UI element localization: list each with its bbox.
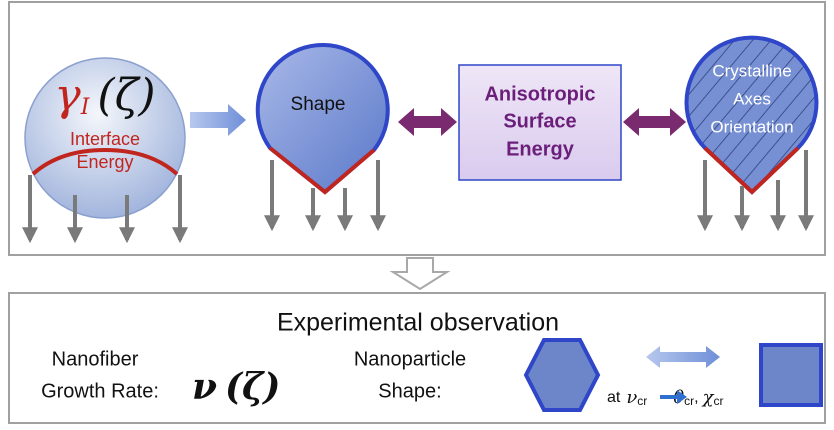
nu-symbol: ν(ζ): [192, 366, 280, 408]
label: Growth Rate:: [41, 380, 159, 402]
label: Energy: [76, 152, 133, 172]
label: Nanofiber: [52, 348, 139, 370]
label: Surface: [503, 110, 576, 132]
argument: (ζ): [225, 366, 280, 408]
label: Energy: [506, 138, 575, 160]
subscript: cr: [637, 394, 647, 408]
hexagon: [526, 340, 598, 410]
label: Shape:: [378, 380, 441, 402]
gamma-symbol: γI(ζ): [54, 70, 155, 121]
symbol: γ: [54, 70, 81, 121]
label: Crystalline: [712, 61, 791, 80]
square: [761, 345, 821, 405]
symbol: ν: [192, 366, 217, 408]
label: Axes: [733, 89, 771, 108]
crystalline-node: Crystalline Axes Orientation: [687, 38, 817, 228]
label: Anisotropic: [484, 83, 595, 105]
shape: [258, 45, 388, 192]
double-arrow: [398, 108, 457, 136]
interface-energy-node: γI(ζ) Interface Energy: [25, 58, 185, 240]
diagram: γI(ζ) Interface Energy Shape Anisotropic…: [0, 0, 834, 430]
shape-node: Shape: [258, 45, 388, 228]
double-arrow: [623, 108, 686, 136]
argument: (ζ): [97, 70, 155, 121]
separator: ,: [694, 389, 698, 406]
anisotropic-node: Anisotropic Surface Energy: [459, 65, 621, 180]
label: Nanoparticle: [354, 348, 466, 370]
label: Orientation: [710, 117, 793, 136]
label: Shape: [291, 94, 346, 115]
arrow: [190, 104, 246, 136]
subscript: cr: [714, 394, 724, 408]
chi: χ: [701, 387, 715, 408]
subscript: I: [80, 95, 91, 120]
label: Interface: [70, 129, 140, 149]
down-arrow: [393, 258, 447, 289]
prefix: at: [607, 389, 621, 406]
nu: ν: [626, 387, 637, 408]
double-arrow: [646, 346, 720, 368]
title: Experimental observation: [277, 309, 559, 337]
